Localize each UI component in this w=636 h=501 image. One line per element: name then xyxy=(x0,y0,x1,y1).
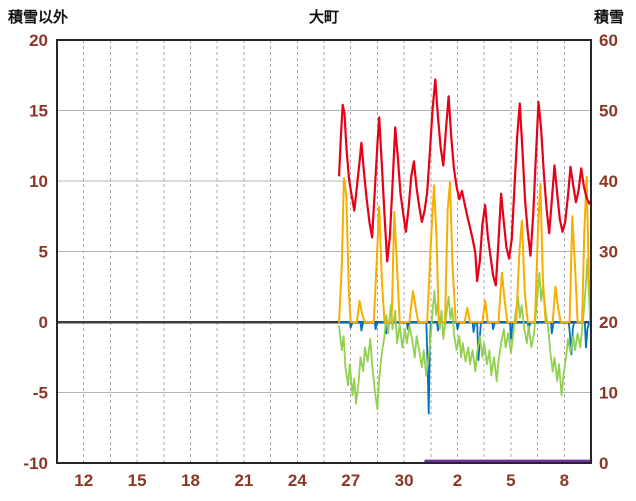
y-left-tick-label: -10 xyxy=(23,454,48,473)
x-tick-label: 21 xyxy=(234,471,253,490)
y-left-tick-label: 0 xyxy=(39,313,48,332)
chart-title: 大町 xyxy=(308,9,339,26)
series-orange-line xyxy=(338,175,592,323)
x-tick-label: 15 xyxy=(128,471,147,490)
y-right-tick-label: 0 xyxy=(599,454,608,473)
y-right-tick-label: 50 xyxy=(599,102,618,121)
plot-border xyxy=(56,39,592,464)
x-tick-label: 8 xyxy=(560,471,569,490)
left-axis-title: 積雪以外 xyxy=(8,9,69,26)
y-left-tick-label: 5 xyxy=(39,243,48,262)
x-tick-label: 12 xyxy=(74,471,93,490)
x-tick-label: 5 xyxy=(506,471,515,490)
x-tick-label: 2 xyxy=(453,471,462,490)
y-right-tick-label: 30 xyxy=(599,243,618,262)
right-axis-title: 積雪 xyxy=(593,9,624,26)
y-left-tick-label: -5 xyxy=(33,384,48,403)
series-red-line xyxy=(338,78,593,287)
y-right-tick-label: 20 xyxy=(599,313,618,332)
y-right-tick-label: 60 xyxy=(599,31,618,50)
y-left-tick-label: 15 xyxy=(29,102,48,121)
y-left-tick-label: 20 xyxy=(29,31,48,50)
y-right-tick-label: 10 xyxy=(599,384,618,403)
x-tick-label: 18 xyxy=(181,471,200,490)
series-green-line xyxy=(338,257,592,411)
x-tick-label: 27 xyxy=(341,471,360,490)
x-tick-label: 24 xyxy=(288,471,307,490)
y-left-tick-label: 10 xyxy=(29,172,48,191)
x-tick-label: 30 xyxy=(395,471,414,490)
y-right-tick-label: 40 xyxy=(599,172,618,191)
